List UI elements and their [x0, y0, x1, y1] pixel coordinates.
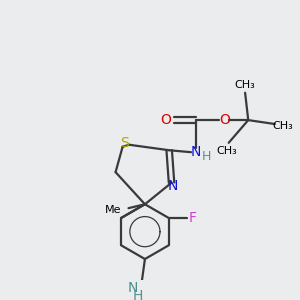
Text: Me: Me: [105, 205, 122, 215]
Text: N: N: [128, 281, 138, 295]
Text: CH₃: CH₃: [216, 146, 237, 156]
Text: H: H: [133, 289, 143, 300]
Text: N: N: [167, 179, 178, 193]
Text: CH₃: CH₃: [235, 80, 256, 90]
Text: S: S: [120, 136, 129, 150]
Text: N: N: [190, 145, 201, 159]
Text: O: O: [160, 113, 171, 127]
Text: H: H: [202, 150, 212, 164]
Text: O: O: [219, 113, 230, 127]
Text: F: F: [189, 211, 197, 225]
Text: CH₃: CH₃: [272, 121, 293, 130]
